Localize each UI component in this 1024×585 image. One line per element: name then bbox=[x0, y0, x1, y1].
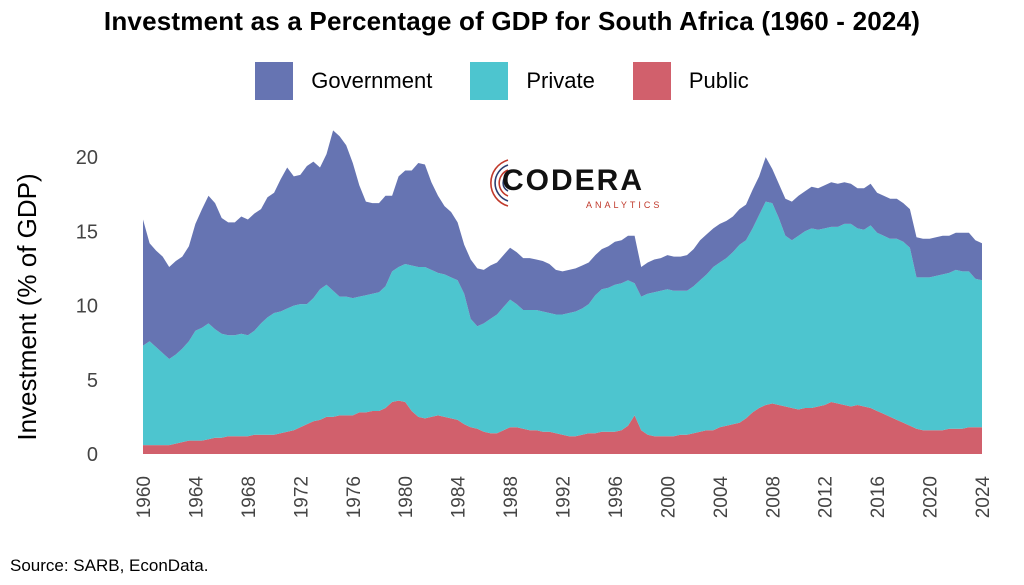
legend-swatch-public bbox=[632, 62, 671, 100]
area-series-private bbox=[143, 201, 982, 446]
x-tick-label: 1964 bbox=[186, 476, 207, 519]
x-tick-label: 2012 bbox=[816, 476, 837, 518]
x-tick-label: 2004 bbox=[711, 476, 732, 519]
y-tick-label: 10 bbox=[76, 296, 98, 318]
area-series-public bbox=[143, 400, 982, 454]
codera-logo-mark-icon bbox=[490, 159, 509, 207]
legend: Government Private Public bbox=[0, 62, 1024, 100]
legend-label-government: Government bbox=[311, 68, 433, 93]
x-tick-label: 1972 bbox=[291, 476, 312, 518]
x-tick-label: 2008 bbox=[763, 476, 784, 518]
x-tick-label: 2020 bbox=[921, 476, 942, 518]
legend-label-private: Private bbox=[526, 68, 595, 93]
y-tick-label: 5 bbox=[87, 370, 98, 392]
codera-logo: CODERA ANALYTICS bbox=[478, 150, 659, 214]
area-series-government bbox=[143, 130, 982, 359]
legend-item-private: Private bbox=[470, 62, 614, 100]
chart-title: Investment as a Percentage of GDP for So… bbox=[103, 6, 921, 36]
x-tick-label: 1968 bbox=[239, 476, 260, 518]
y-axis-label: Investment (% of GDP) bbox=[12, 173, 42, 440]
x-tick-label: 1984 bbox=[449, 476, 470, 519]
y-tick-label: 0 bbox=[87, 444, 98, 466]
x-tick-label: 2024 bbox=[973, 476, 994, 519]
x-tick-label: 1992 bbox=[554, 476, 575, 518]
x-tick-label: 1996 bbox=[606, 476, 627, 518]
legend-item-public: Public bbox=[632, 62, 769, 100]
legend-swatch-private bbox=[470, 62, 509, 100]
x-tick-label: 1988 bbox=[501, 476, 522, 518]
codera-logo-text: CODERA bbox=[502, 164, 645, 197]
legend-swatch-government bbox=[255, 62, 294, 100]
legend-item-government: Government bbox=[255, 62, 452, 100]
codera-logo-subtext: ANALYTICS bbox=[586, 200, 663, 210]
x-tick-label: 1976 bbox=[344, 476, 365, 518]
source-note: Source: SARB, EconData. bbox=[10, 556, 209, 575]
x-tick-label: 2016 bbox=[868, 476, 889, 518]
y-tick-label: 20 bbox=[76, 147, 98, 169]
x-tick-label: 2000 bbox=[658, 476, 679, 518]
x-tick-label: 1960 bbox=[134, 476, 155, 518]
legend-label-public: Public bbox=[688, 68, 749, 93]
x-tick-label: 1980 bbox=[396, 476, 417, 518]
y-tick-label: 15 bbox=[76, 221, 98, 243]
